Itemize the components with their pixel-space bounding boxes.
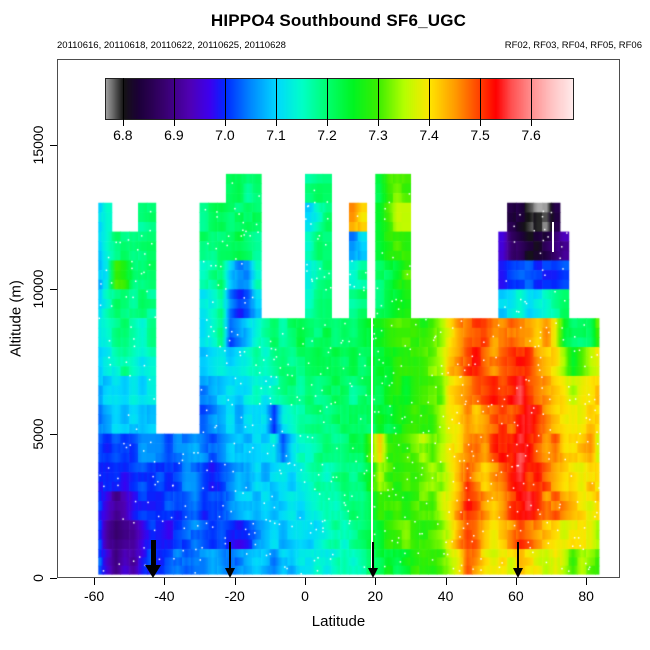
profile-arrow-head xyxy=(512,568,523,578)
x-axis-tick xyxy=(164,578,166,585)
x-axis-tick xyxy=(305,578,306,585)
x-axis-tick-label: -40 xyxy=(154,588,175,604)
colorbar-tick-label: 7.3 xyxy=(368,127,388,143)
colorbar-tick xyxy=(122,120,124,126)
colorbar-tick-label: 6.8 xyxy=(113,127,133,143)
colorbar-tick-label: 7.2 xyxy=(317,127,337,143)
colorbar-tick-line xyxy=(429,78,431,120)
x-axis-tick xyxy=(234,578,236,585)
colorbar-tick-line xyxy=(173,78,175,120)
colorbar-tick-line xyxy=(224,78,226,120)
y-axis-tick-label: 5000 xyxy=(30,418,46,450)
x-axis-tick xyxy=(375,578,377,585)
profile-arrow xyxy=(229,542,232,568)
colorbar-tick-line xyxy=(480,78,482,120)
profile-arrow-head xyxy=(367,568,378,578)
profile-arrow-bold xyxy=(150,540,156,565)
colorbar-tick xyxy=(378,120,379,126)
x-axis-tick xyxy=(445,578,447,585)
colorbar-tick xyxy=(429,120,431,126)
colorbar-tick-line xyxy=(276,78,277,120)
colorbar-tick-label: 7.1 xyxy=(266,127,286,143)
flight-numbers-subtitle: RF02, RF03, RF04, RF05, RF06 xyxy=(504,40,642,51)
y-axis-tick xyxy=(50,433,57,435)
colorbar-tick xyxy=(224,120,226,126)
y-axis-tick-label: 10000 xyxy=(30,269,46,309)
profile-arrow xyxy=(517,542,520,568)
chart-title: HIPPO4 Southbound SF6_UGC xyxy=(210,11,467,30)
no-data-gap-line xyxy=(370,188,373,574)
x-axis-tick xyxy=(515,578,517,585)
colorbar-tick-line xyxy=(378,78,379,120)
x-axis-tick-label: -20 xyxy=(224,588,245,604)
colorbar-tick-label: 7.5 xyxy=(470,127,490,143)
no-data-gap-line xyxy=(551,221,554,252)
colorbar-tick xyxy=(480,120,482,126)
colorbar-tick xyxy=(173,120,175,126)
y-axis-tick xyxy=(50,578,57,579)
colorbar-tick-line xyxy=(122,78,124,120)
colorbar-tick-line xyxy=(327,78,328,120)
y-axis-title: Altitude (m) xyxy=(7,280,25,357)
flight-dates-subtitle: 20110616, 20110618, 20110622, 20110625, … xyxy=(57,40,286,51)
x-axis-tick-label: 20 xyxy=(367,588,384,604)
colorbar-canvas xyxy=(105,78,574,120)
colorbar-tick-label: 6.9 xyxy=(164,127,184,143)
colorbar-tick-label: 7.0 xyxy=(215,127,235,143)
profile-arrow xyxy=(372,542,375,568)
y-axis-tick-label: 15000 xyxy=(30,125,46,165)
x-axis-tick-label: 80 xyxy=(578,588,594,604)
colorbar-tick-label: 7.4 xyxy=(419,127,439,143)
x-axis-tick xyxy=(586,578,588,585)
x-axis-tick-label: 40 xyxy=(437,588,454,604)
x-axis-tick-label: 60 xyxy=(508,588,524,604)
colorbar-tick-label: 7.6 xyxy=(521,127,541,143)
profile-arrow-head xyxy=(145,565,162,578)
x-axis-tick-label: -60 xyxy=(83,588,105,604)
y-axis-tick xyxy=(50,289,57,291)
plot-box xyxy=(57,59,620,578)
colorbar-tick-line xyxy=(531,78,533,120)
colorbar-tick xyxy=(531,120,533,126)
colorbar-tick xyxy=(327,120,328,126)
x-axis-tick xyxy=(94,578,96,585)
y-axis-tick-label: 0 xyxy=(30,574,46,582)
colorbar-tick xyxy=(276,120,277,126)
profile-arrow-head xyxy=(224,568,235,578)
x-axis-title: Latitude xyxy=(311,613,366,630)
y-axis-tick xyxy=(50,145,57,146)
x-axis-tick-label: 0 xyxy=(301,588,309,604)
heatmap-canvas xyxy=(57,59,620,578)
